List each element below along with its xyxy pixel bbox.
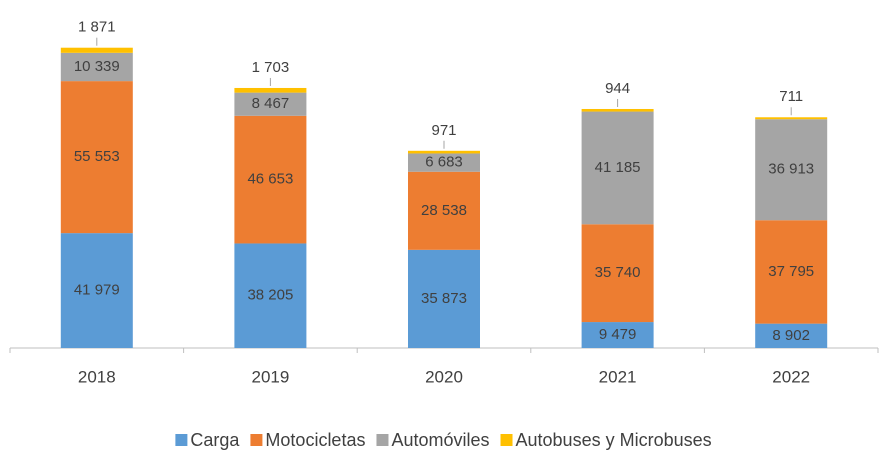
- data-label: 971: [431, 122, 456, 139]
- data-label: 9 479: [599, 326, 637, 343]
- data-label: 35 873: [421, 290, 467, 307]
- bar-segment: [581, 322, 654, 348]
- bar-segment: [408, 171, 480, 250]
- data-label: 711: [779, 88, 803, 105]
- data-label: 41 979: [74, 282, 120, 299]
- bar-segment: [234, 87, 307, 93]
- data-label: 38 205: [247, 287, 293, 304]
- data-label: 8 902: [772, 327, 810, 344]
- data-label: 1 871: [78, 19, 116, 36]
- x-tick-label: 2020: [425, 367, 463, 386]
- bar-segment: [581, 108, 654, 112]
- x-tick-label: 2021: [599, 367, 637, 386]
- data-label: 41 185: [595, 159, 641, 176]
- data-label: 8 467: [252, 95, 290, 112]
- bar-segment: [60, 81, 133, 234]
- legend-swatch: [175, 434, 188, 446]
- data-label: 10 339: [74, 58, 120, 75]
- bar-segment: [60, 52, 133, 82]
- data-label: 28 538: [421, 202, 467, 219]
- bar-segment: [755, 220, 828, 324]
- bar-segment: [234, 92, 307, 116]
- bar-segment: [581, 224, 654, 323]
- data-label: 6 683: [425, 154, 463, 171]
- bar-segment: [234, 243, 307, 348]
- bar-segment: [755, 323, 828, 348]
- x-tick-label: 2019: [251, 367, 289, 386]
- data-label: 55 553: [74, 148, 120, 165]
- legend-swatch: [250, 434, 263, 446]
- data-label: 37 795: [768, 263, 814, 280]
- data-label: 1 703: [252, 59, 290, 76]
- bar-segment: [755, 119, 828, 221]
- legend-label: Automóviles: [391, 430, 489, 450]
- legend-label: Autobuses y Microbuses: [516, 430, 712, 450]
- legend-swatch: [500, 434, 513, 446]
- legend-label: Carga: [190, 430, 240, 450]
- bar-segment: [581, 111, 654, 225]
- bar-segment: [408, 249, 480, 348]
- legend-label: Motocicletas: [265, 430, 365, 450]
- bar-segment: [755, 117, 828, 120]
- x-tick-label: 2018: [78, 367, 116, 386]
- x-tick-label: 2022: [772, 367, 810, 386]
- bar-segment: [60, 233, 133, 348]
- data-label: 35 740: [595, 264, 641, 281]
- bar-segment: [408, 150, 480, 154]
- data-label: 944: [605, 80, 630, 97]
- bar-segment: [408, 153, 480, 172]
- legend-swatch: [376, 434, 389, 446]
- bar-segment: [60, 47, 133, 53]
- data-label: 36 913: [768, 161, 814, 178]
- bar-segment: [234, 115, 307, 244]
- data-label: 46 653: [247, 171, 293, 188]
